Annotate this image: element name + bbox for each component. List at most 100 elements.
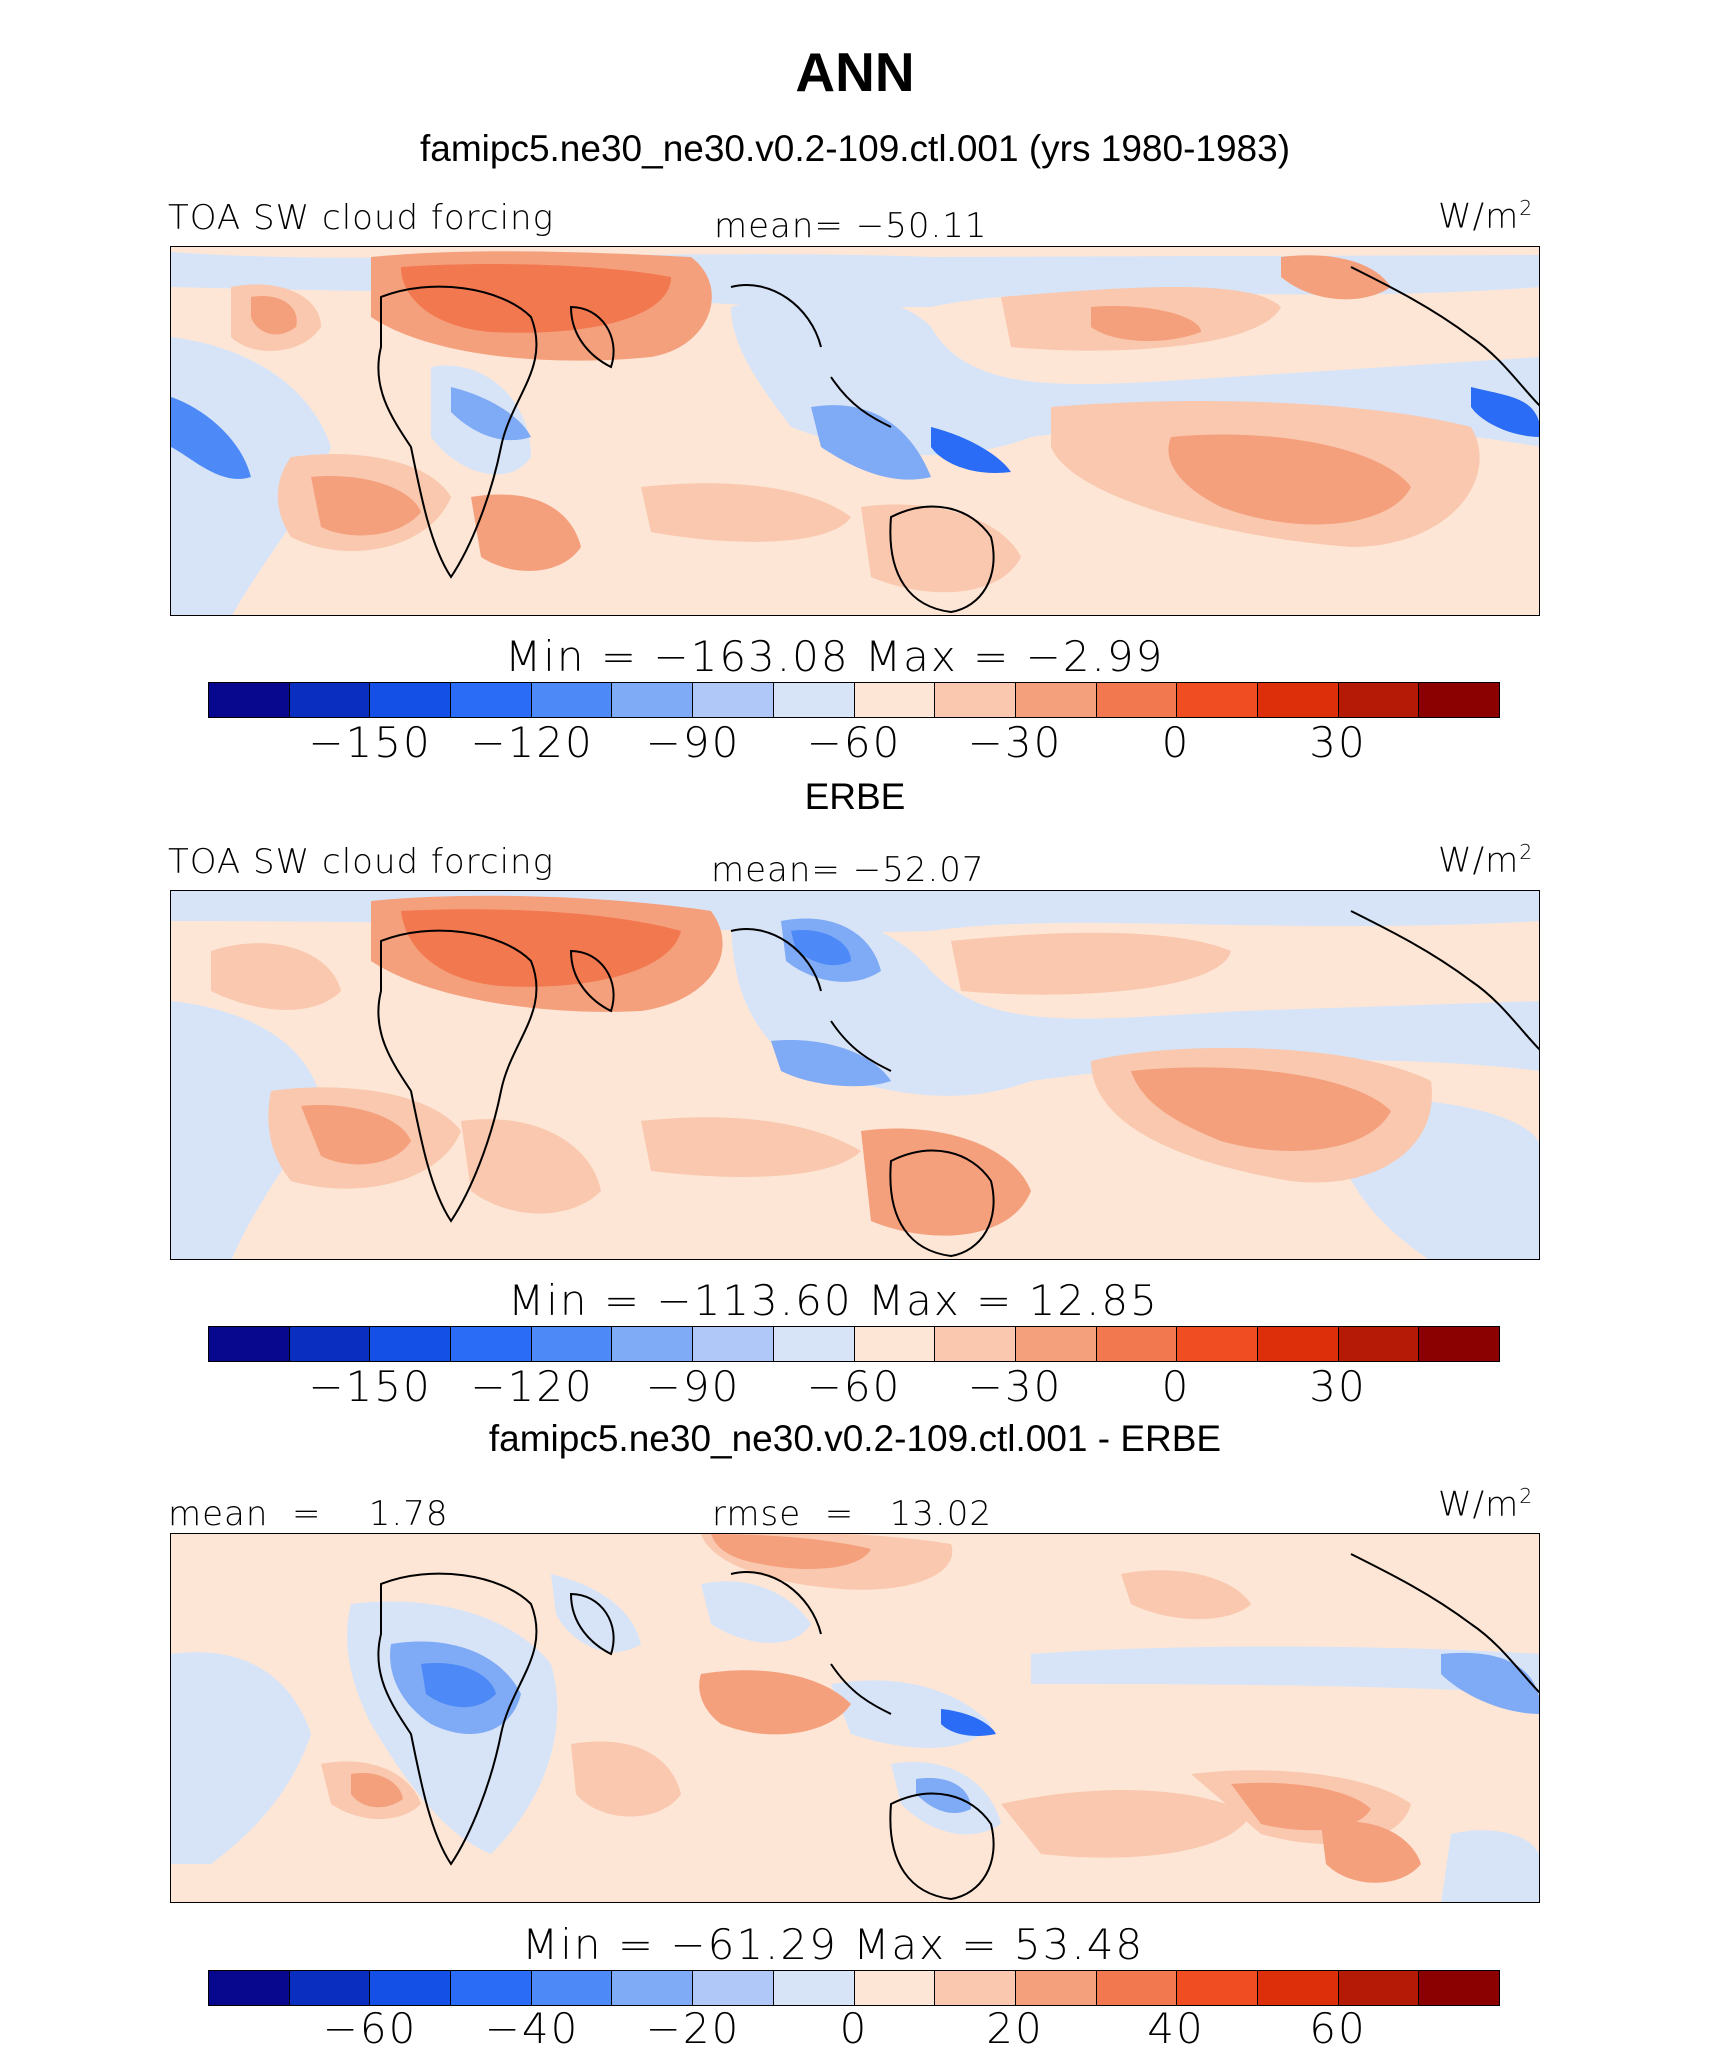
map-3-contours (171, 1534, 1539, 1902)
colorbar-3-tick: 60 (1309, 2004, 1367, 2053)
map-1-contours (171, 247, 1539, 615)
panel-3-units: W/m2 (1438, 1484, 1533, 1524)
color-swatch (451, 1971, 532, 2005)
units-sup: 2 (1519, 196, 1534, 220)
color-swatch (1015, 1327, 1097, 1361)
color-swatch (209, 683, 290, 717)
color-swatch (209, 1971, 290, 2005)
panel-2-heading: ERBE (804, 776, 906, 817)
colorbar-2-tick: −90 (645, 1362, 741, 1411)
colorbar-2-tick: −60 (806, 1362, 902, 1411)
color-swatch (451, 1327, 532, 1361)
panel-2-left-label: TOA SW cloud forcing (168, 842, 554, 882)
color-swatch (693, 1327, 774, 1361)
panel-2-stats: Min = −113.60 Max = 12.85 (508, 1276, 1159, 1325)
panel-1-left-label: TOA SW cloud forcing (168, 198, 554, 238)
page-title: ANN (795, 41, 915, 103)
color-swatch (1177, 683, 1258, 717)
map-2-contours (171, 891, 1539, 1259)
color-swatch (531, 1971, 613, 2005)
units-text: W/m (1438, 840, 1520, 881)
color-swatch (1096, 1327, 1178, 1361)
colorbar-2-tick: −120 (470, 1362, 594, 1411)
color-swatch (1177, 1971, 1258, 2005)
panel-1-units: W/m2 (1438, 196, 1533, 236)
color-swatch (370, 683, 452, 717)
panel-3-rmse-label: rmse = 13.02 (712, 1494, 992, 1534)
color-swatch (1338, 1327, 1420, 1361)
color-swatch (1257, 1327, 1339, 1361)
panel-2-mean-label: mean= −52.07 (711, 850, 985, 890)
color-swatch (1338, 1971, 1420, 2005)
colorbar-3-tick: −20 (645, 2004, 741, 2053)
color-swatch (451, 683, 532, 717)
panel-3-heading: famipc5.ne30_ne30.v0.2-109.ctl.001 - ERB… (488, 1418, 1222, 1459)
color-swatch (531, 1327, 613, 1361)
color-swatch (1177, 1327, 1258, 1361)
color-swatch (289, 683, 371, 717)
colorbar-3-tick: 0 (839, 2004, 869, 2053)
color-swatch (289, 1327, 371, 1361)
units-sup: 2 (1519, 840, 1534, 864)
color-swatch (935, 683, 1016, 717)
color-swatch (612, 1971, 694, 2005)
color-swatch (370, 1971, 452, 2005)
color-swatch (1096, 1971, 1178, 2005)
units-text: W/m (1438, 1484, 1520, 1525)
units-sup: 2 (1519, 1484, 1534, 1508)
colorbar-2-tick: 0 (1161, 1362, 1191, 1411)
colorbar-2-tick: −30 (967, 1362, 1063, 1411)
color-swatch (531, 683, 613, 717)
color-swatch (1015, 683, 1097, 717)
color-swatch (854, 683, 936, 717)
colorbar-1-tick: −90 (645, 718, 741, 767)
color-swatch (773, 1971, 855, 2005)
color-swatch (612, 683, 694, 717)
panel-3-stats: Min = −61.29 Max = 53.48 (522, 1920, 1145, 1969)
colorbar-1-tick: −150 (308, 718, 432, 767)
color-swatch (1257, 683, 1339, 717)
panel-3-mean-label: mean = 1.78 (168, 1494, 449, 1534)
panel-1-map (170, 246, 1540, 616)
colorbar-2-tick: −150 (308, 1362, 432, 1411)
color-swatch (854, 1327, 936, 1361)
colorbar-3-tick: 20 (986, 2004, 1044, 2053)
color-swatch (1419, 1327, 1499, 1361)
color-swatch (693, 683, 774, 717)
color-swatch (289, 1971, 371, 2005)
color-swatch (693, 1971, 774, 2005)
colorbar-3-tick: −40 (484, 2004, 580, 2053)
panel-2-map (170, 890, 1540, 1260)
color-swatch (1015, 1971, 1097, 2005)
color-swatch (1096, 683, 1178, 717)
color-swatch (935, 1327, 1016, 1361)
colorbar-1-tick: 30 (1309, 718, 1367, 767)
colorbar-3-tick: −60 (322, 2004, 418, 2053)
panel-1-stats: Min = −163.08 Max = −2.99 (505, 632, 1165, 681)
colorbar-3 (208, 1970, 1500, 2006)
panel-1-heading: famipc5.ne30_ne30.v0.2-109.ctl.001 (yrs … (419, 128, 1291, 169)
colorbar-1-tick: −120 (470, 718, 594, 767)
panel-2-units: W/m2 (1438, 840, 1533, 880)
color-swatch (935, 1971, 1016, 2005)
color-swatch (370, 1327, 452, 1361)
color-swatch (1419, 683, 1499, 717)
colorbar-1-tick: 0 (1161, 718, 1191, 767)
units-text: W/m (1438, 196, 1520, 237)
color-swatch (773, 683, 855, 717)
colorbar-1 (208, 682, 1500, 718)
color-swatch (209, 1327, 290, 1361)
color-swatch (773, 1327, 855, 1361)
colorbar-1-tick: −30 (967, 718, 1063, 767)
colorbar-3-tick: 40 (1147, 2004, 1205, 2053)
panel-3-map (170, 1533, 1540, 1903)
color-swatch (1338, 683, 1420, 717)
colorbar-2 (208, 1326, 1500, 1362)
panel-1-mean-label: mean= −50.11 (714, 206, 988, 246)
color-swatch (854, 1971, 936, 2005)
color-swatch (1419, 1971, 1499, 2005)
colorbar-1-tick: −60 (806, 718, 902, 767)
colorbar-2-tick: 30 (1309, 1362, 1367, 1411)
color-swatch (1257, 1971, 1339, 2005)
color-swatch (612, 1327, 694, 1361)
